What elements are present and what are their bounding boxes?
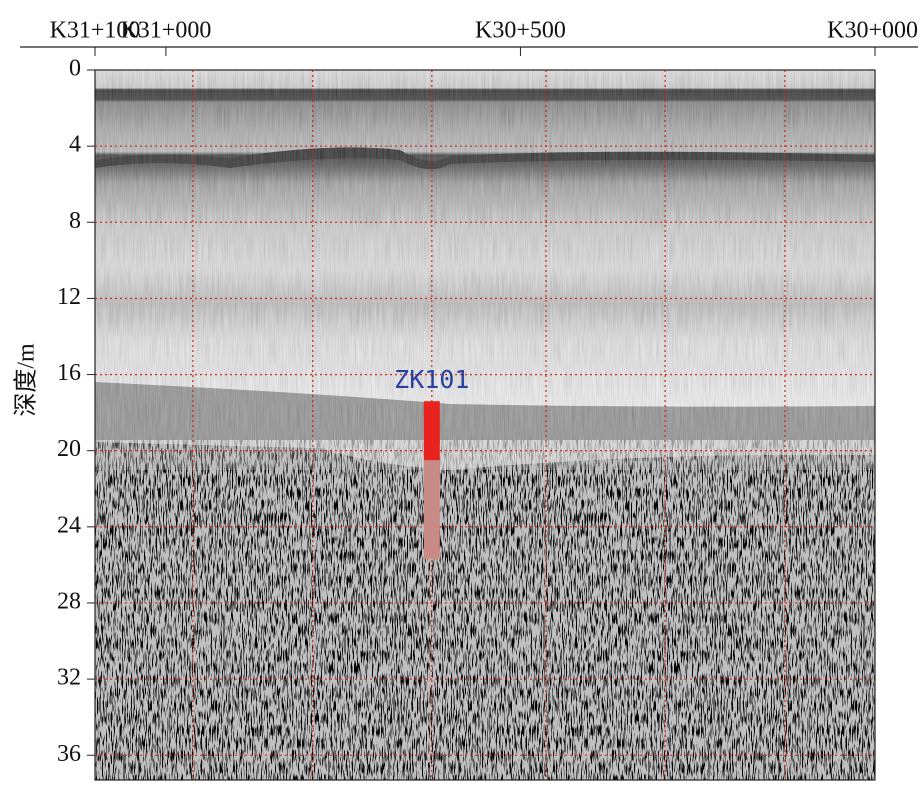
y-tick-label: 4	[69, 132, 81, 158]
y-tick-label: 32	[57, 665, 81, 691]
plot-frame	[94, 69, 876, 781]
y-tick-label: 24	[57, 512, 81, 538]
x-tick-label: K30+500	[475, 18, 566, 44]
y-tick-label: 20	[57, 436, 81, 462]
x-tick-label: K31+100	[50, 18, 141, 44]
y-tick-label: 12	[57, 284, 81, 310]
borehole-label: ZK101	[394, 365, 469, 394]
borehole-upper	[423, 401, 440, 461]
y-tick-label: 0	[69, 56, 81, 82]
y-tick-label: 28	[57, 588, 81, 614]
y-tick-label: 16	[57, 360, 81, 386]
x-tick-label: K31+000	[120, 18, 211, 44]
texture	[95, 70, 875, 470]
speckle	[95, 440, 875, 780]
x-tick-label: K30+000	[827, 18, 918, 44]
borehole-lower	[423, 460, 440, 560]
y-tick-label: 36	[57, 741, 81, 767]
y-tick-label: 8	[69, 208, 81, 234]
y-axis-label: 深度/m	[13, 343, 40, 417]
radar-image	[95, 70, 875, 780]
